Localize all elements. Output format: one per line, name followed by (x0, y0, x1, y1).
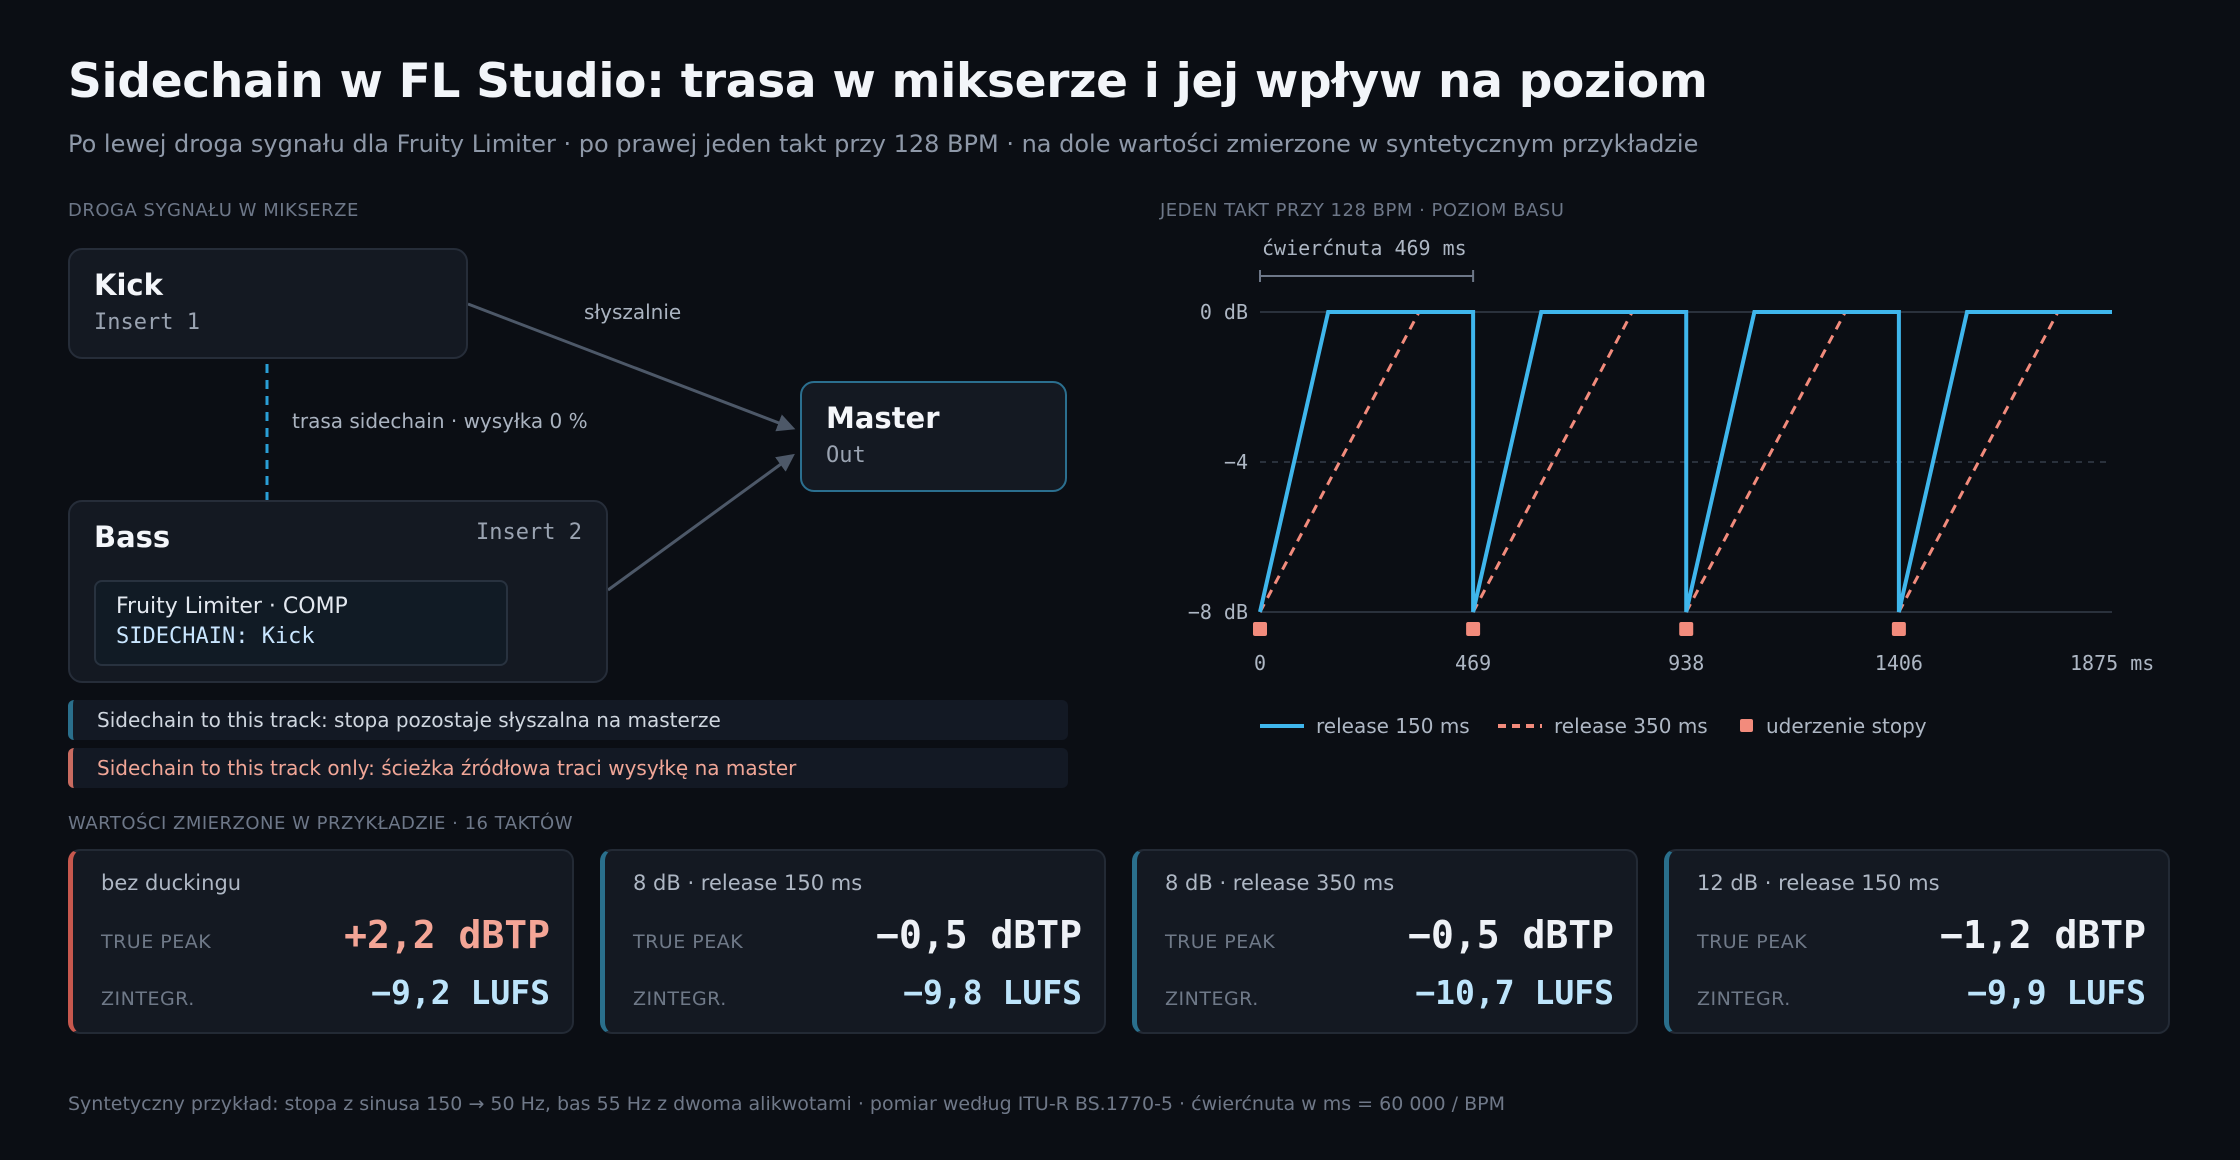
plugin-fruity-limiter[interactable]: Fruity Limiter · COMP SIDECHAIN: Kick (94, 580, 508, 666)
note-sidechain-to-track-only: Sidechain to this track only: ścieżka źr… (68, 748, 1068, 788)
series-line-150 (1258, 310, 2112, 613)
kick-hit-marker (1466, 622, 1481, 636)
node-bass-title: Bass (94, 520, 171, 554)
y-tick-label: −4 (1224, 450, 1248, 474)
measurement-card: 8 dB · release 350 ms TRUE PEAK −0,5 dBTP Z… (1132, 849, 1638, 1034)
x-tick-label: 469 (1455, 651, 1491, 675)
lufs-value: −9,8 LUFS (903, 973, 1082, 1012)
measurement-card: bez duckingu TRUE PEAK +2,2 dBTP ZINTEGR. −9… (68, 849, 574, 1034)
edge-kick-to-master (467, 302, 796, 432)
x-tick-label: 938 (1668, 651, 1704, 675)
x-tick-label: 1875 ms (2070, 651, 2154, 675)
legend-label: release 150 ms (1316, 714, 1470, 738)
lufs-value: −9,9 LUFS (1967, 973, 2146, 1012)
legend-label: uderzenie stopy (1766, 714, 1927, 738)
true-peak-label: TRUE PEAK (1697, 931, 1808, 953)
true-peak-label: TRUE PEAK (101, 931, 212, 953)
node-master-title: Master (826, 401, 940, 435)
quarter-note-bracket (1259, 270, 1475, 282)
lufs-label: ZINTEGR. (633, 988, 727, 1010)
kick-hit-marker (1253, 622, 1267, 636)
plugin-sidechain-source: SIDECHAIN: Kick (116, 624, 315, 649)
page-title: Sidechain w FL Studio: trasa w mikserze … (68, 54, 1708, 109)
note-sidechain-to-track: Sidechain to this track: stopa pozostaje… (68, 700, 1068, 740)
card-title: 8 dB · release 150 ms (633, 871, 863, 895)
routing-section-label: DROGA SYGNAŁU W MIKSERZE (68, 200, 359, 221)
node-master[interactable]: Master Out (800, 381, 1067, 492)
true-peak-value: −0,5 dBTP (1408, 913, 1614, 957)
card-title: 12 dB · release 150 ms (1697, 871, 1940, 895)
y-tick-label: −8 dB (1188, 600, 1248, 624)
true-peak-label: TRUE PEAK (1165, 931, 1276, 953)
lufs-label: ZINTEGR. (101, 988, 195, 1010)
kick-hit-marker (1891, 622, 1906, 636)
true-peak-value: +2,2 dBTP (344, 913, 550, 957)
plugin-name: Fruity Limiter · COMP (116, 594, 348, 619)
measurement-card: 12 dB · release 150 ms TRUE PEAK −1,2 dBTP… (1664, 849, 2170, 1034)
legend-label: release 350 ms (1554, 714, 1708, 738)
y-tick-label: 0 dB (1200, 300, 1248, 324)
node-kick[interactable]: Kick Insert 1 (68, 248, 468, 359)
edge-bass-to-master (607, 453, 795, 592)
card-title: bez duckingu (101, 871, 242, 895)
quarter-note-label: ćwierćnuta 469 ms (1262, 236, 1467, 260)
chart-section-label: JEDEN TAKT PRZY 128 BPM · POZIOM BASU (1160, 200, 1565, 221)
node-bass[interactable]: Bass Insert 2 Fruity Limiter · COMP SIDE… (68, 500, 608, 683)
node-bass-insert: Insert 2 (476, 520, 582, 545)
lufs-value: −9,2 LUFS (371, 973, 550, 1012)
measurement-card: 8 dB · release 150 ms TRUE PEAK −0,5 dBTP Z… (600, 849, 1106, 1034)
x-tick-label: 1406 (1875, 651, 1923, 675)
legend-marker-kick (1740, 719, 1753, 732)
x-tick-label: 0 (1254, 651, 1266, 675)
lufs-label: ZINTEGR. (1165, 988, 1259, 1010)
true-peak-value: −0,5 dBTP (876, 913, 1082, 957)
node-kick-title: Kick (94, 268, 163, 302)
node-kick-insert: Insert 1 (94, 310, 200, 335)
measurements-section-label: WARTOŚCI ZMIERZONE W PRZYKŁADZIE · 16 TA… (68, 813, 574, 834)
card-title: 8 dB · release 350 ms (1165, 871, 1395, 895)
page-subtitle: Po lewej droga sygnału dla Fruity Limite… (68, 130, 1699, 158)
edge-label-sidechain: trasa sidechain · wysyłka 0 % (292, 409, 588, 433)
node-master-out: Out (826, 443, 866, 468)
lufs-label: ZINTEGR. (1697, 988, 1791, 1010)
lufs-value: −10,7 LUFS (1415, 973, 1614, 1012)
edge-label-audible: słyszalnie (584, 300, 682, 324)
true-peak-label: TRUE PEAK (633, 931, 744, 953)
kick-hit-marker (1679, 622, 1694, 636)
footer-note: Syntetyczny przykład: stopa z sinusa 150… (68, 1093, 1505, 1115)
true-peak-value: −1,2 dBTP (1940, 913, 2146, 957)
